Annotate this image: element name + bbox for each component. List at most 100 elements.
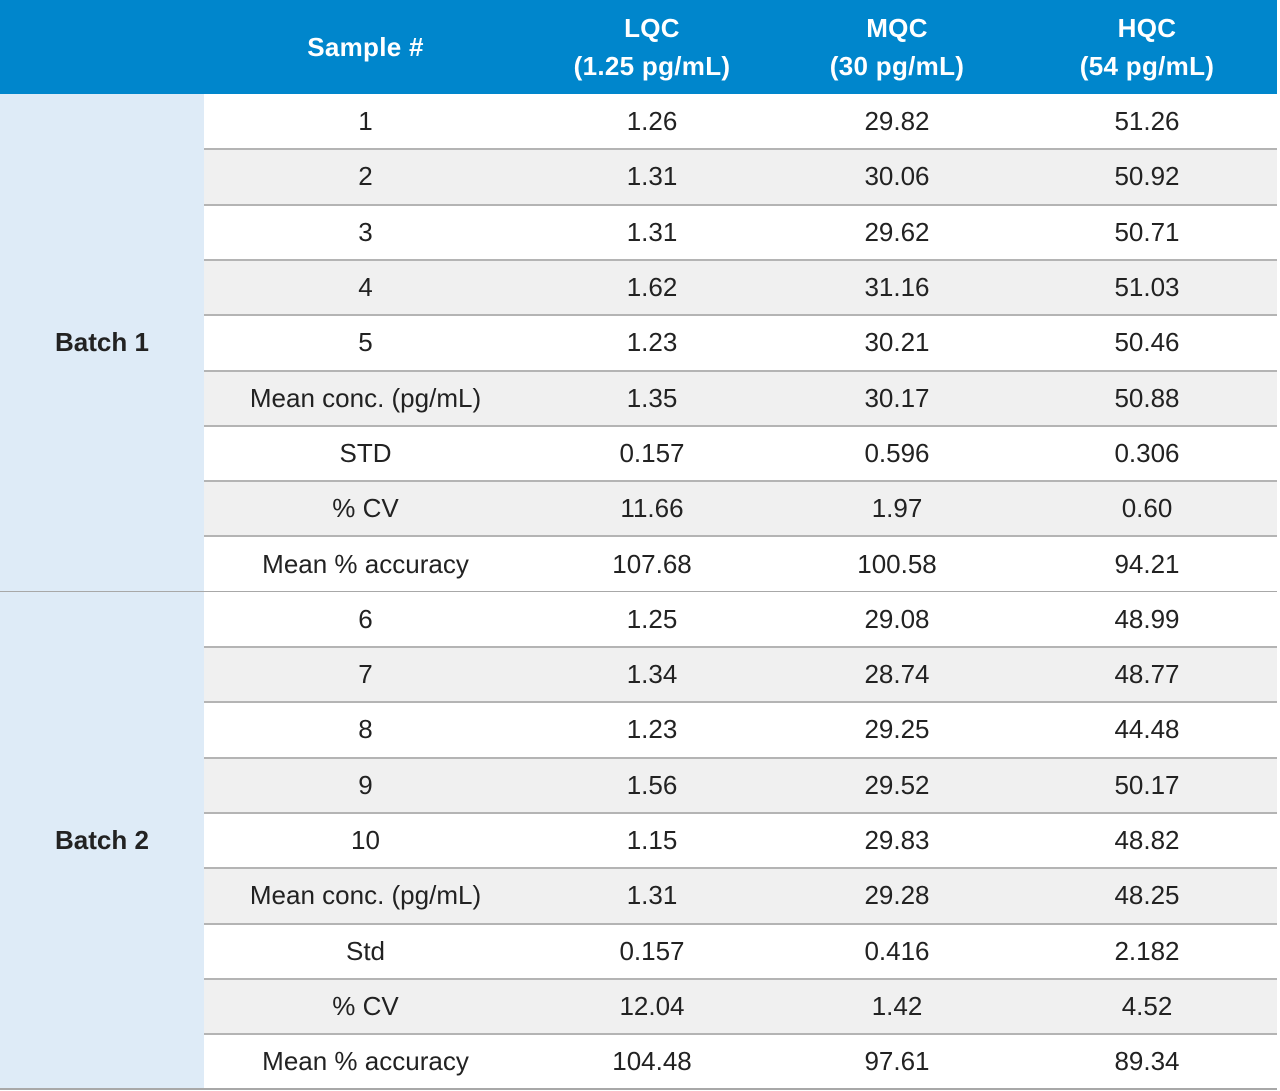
cell-hqc: 0.306 [1114,437,1180,468]
row-divider [204,314,1277,317]
cell-sample: 8 [358,714,373,745]
table-row: 7 1.34 28.74 48.77 [204,647,1277,703]
cell-mqc: 97.61 [864,1046,930,1077]
cell-mqc: 1.97 [871,493,923,524]
cell-hqc: 51.03 [1114,272,1180,303]
cell-lqc: 1.23 [626,714,678,745]
cell-mqc: 0.596 [864,437,930,468]
cell-mqc: 30.17 [864,382,930,413]
row-divider [204,480,1277,483]
cell-mqc: 30.06 [864,161,930,192]
cell-sample: 9 [358,769,373,800]
cell-hqc: 50.71 [1114,216,1180,247]
cell-hqc: 48.77 [1114,659,1180,690]
cell-mqc: 1.42 [871,990,923,1021]
cell-lqc: 1.31 [626,880,678,911]
table-row: 5 1.23 30.21 50.46 [204,315,1277,371]
cell-lqc: 1.35 [626,382,678,413]
header-mqc-conc: (30 pg/mL) [829,51,965,81]
header-lqc-conc: (1.25 pg/mL) [573,51,731,81]
cell-sample: 3 [358,216,373,247]
cell-sample: 6 [358,603,373,634]
cell-lqc: 1.34 [626,659,678,690]
header-hqc-conc: (54 pg/mL) [1079,51,1215,81]
cell-hqc: 48.25 [1114,880,1180,911]
row-divider [204,424,1277,427]
cell-hqc: 50.46 [1114,327,1180,358]
cell-hqc: 94.21 [1114,548,1180,579]
cell-lqc: 11.66 [620,493,684,524]
cell-hqc: 89.34 [1114,1046,1180,1077]
row-divider [204,1033,1277,1036]
cell-mqc: 29.62 [864,216,930,247]
cell-sample: Mean % accuracy [262,1046,469,1077]
row-divider [204,701,1277,704]
cell-mqc: 29.25 [864,714,930,745]
row-divider [204,258,1277,261]
cell-sample: % CV [332,493,399,524]
cell-sample: Mean conc. (pg/mL) [249,382,482,413]
cell-sample: 1 [358,106,373,137]
cell-mqc: 100.58 [857,548,937,579]
row-divider [204,535,1277,538]
header-sample: Sample # [204,0,527,94]
table-row: 6 1.25 29.08 48.99 [204,591,1277,647]
table-row: 1 1.26 29.82 51.26 [204,94,1277,150]
header-hqc-title: HQC [1117,13,1177,43]
header-mqc: MQC (30 pg/mL) [777,0,1017,94]
row-divider [204,646,1277,648]
table-row: 2 1.31 30.06 50.92 [204,149,1277,205]
row-divider [204,867,1277,870]
cell-mqc: 31.16 [864,272,930,303]
row-divider [204,977,1277,980]
cell-mqc: 29.52 [864,769,930,800]
table-row: STD 0.157 0.596 0.306 [204,425,1277,482]
cell-lqc: 104.48 [612,1046,692,1077]
row-divider [204,922,1277,925]
cell-hqc: 2.182 [1114,935,1180,966]
row-divider [204,148,1277,151]
cell-hqc: 48.99 [1114,603,1180,634]
cell-lqc: 1.56 [626,769,678,800]
row-divider [204,811,1277,814]
cell-lqc: 1.25 [626,603,678,634]
header-lqc: LQC (1.25 pg/mL) [527,0,777,94]
header-mqc-title: MQC [866,13,928,43]
cell-sample: 7 [358,659,373,690]
cell-sample: 10 [351,825,380,856]
cell-mqc: 0.416 [864,935,930,966]
header-hqc: HQC (54 pg/mL) [1017,0,1277,94]
table-row: 4 1.62 31.16 51.03 [204,259,1277,316]
cell-lqc: 0.157 [619,437,685,468]
cell-sample: % CV [332,990,399,1021]
cell-sample: Mean conc. (pg/mL) [249,880,482,911]
batch-label: Batch 2 [0,591,204,1090]
cell-mqc: 29.83 [864,825,930,856]
cell-hqc: 44.48 [1114,714,1180,745]
cell-mqc: 28.74 [864,659,930,690]
row-divider [204,369,1277,372]
batch-label-text: Batch 1 [55,327,149,358]
cell-mqc: 29.28 [864,880,930,911]
table-header: Sample # LQC (1.25 pg/mL) MQC (30 pg/mL)… [0,0,1277,94]
table-row: % CV 12.04 1.42 4.52 [204,978,1277,1035]
cell-lqc: 1.15 [626,825,678,856]
cell-sample: 4 [358,272,373,303]
cell-sample: Mean % accuracy [262,548,469,579]
cell-lqc: 0.157 [619,935,685,966]
header-sample-label: Sample # [307,32,424,62]
table-row: % CV 11.66 1.97 0.60 [204,481,1277,537]
cell-hqc: 48.82 [1114,825,1180,856]
table-row: 10 1.15 29.83 48.82 [204,812,1277,869]
cell-hqc: 51.26 [1114,106,1180,137]
table-row: 3 1.31 29.62 50.71 [204,204,1277,260]
cell-lqc: 1.26 [626,106,678,137]
row-divider [204,203,1277,206]
row-divider [204,756,1277,759]
header-lqc-title: LQC [624,13,680,43]
cell-hqc: 0.60 [1121,493,1173,524]
cell-sample: 2 [358,161,373,192]
table-row: Mean % accuracy 104.48 97.61 89.34 [204,1034,1277,1090]
cell-lqc: 1.31 [626,161,678,192]
cell-lqc: 1.62 [626,272,678,303]
